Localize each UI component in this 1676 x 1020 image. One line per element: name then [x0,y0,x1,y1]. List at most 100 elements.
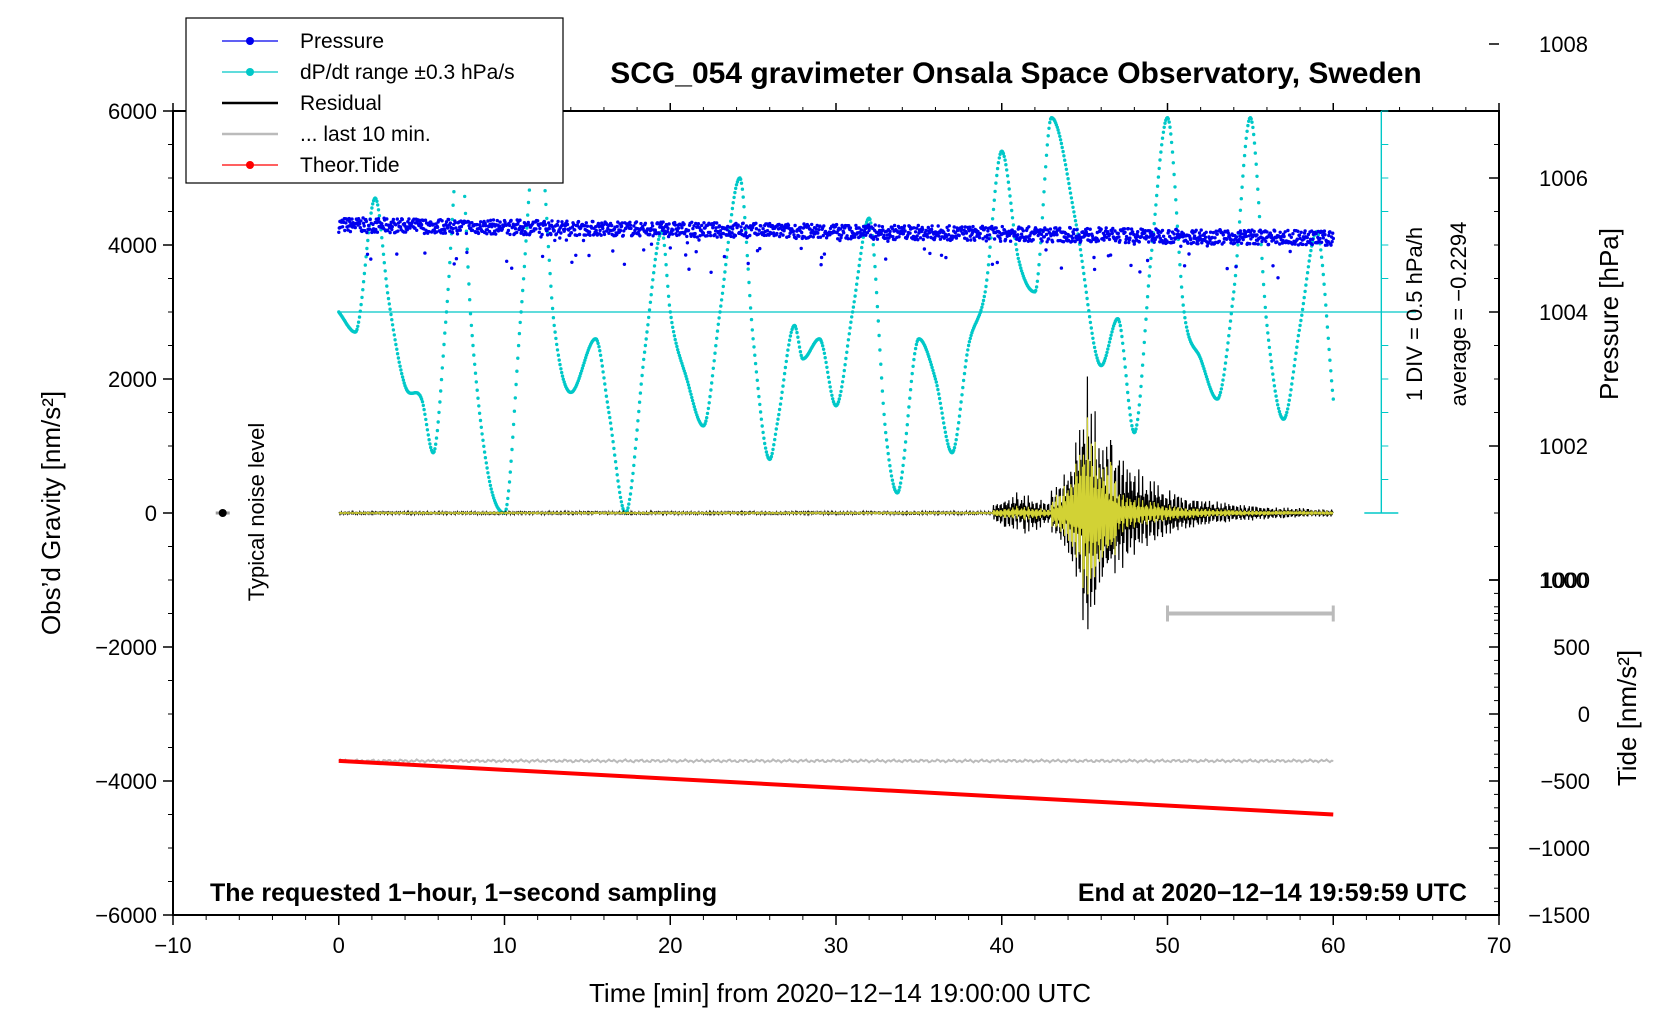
pressure-point [585,224,590,228]
dpdt-point [961,385,965,390]
dpdt-point [1185,329,1190,333]
dpdt-point [1178,263,1182,267]
pressure-point [348,229,353,234]
pressure-point [587,253,591,258]
dpdt-point [426,433,430,437]
pressure-point [875,237,880,241]
dpdt-point [668,310,672,314]
pressure-point [986,229,990,233]
pressure-point [863,230,867,234]
dpdt-point [1140,374,1144,378]
dpdt-point [1082,278,1087,282]
pressure-point [605,229,609,233]
dpdt-point [995,166,1000,171]
pressure-point [1092,267,1097,272]
dpdt-point [1225,348,1229,352]
pressure-tick-label: 1008 [1539,32,1588,57]
dpdt-point [451,203,455,207]
dpdt-point [1094,353,1098,357]
pressure-point [800,230,804,235]
pressure-point [877,224,881,228]
dpdt-point [1220,383,1224,387]
dpdt-point [486,471,490,475]
dpdt-point [452,190,456,194]
dpdt-point [743,215,747,220]
dpdt-point [903,440,908,444]
dpdt-point [997,156,1001,160]
dpdt-point [1048,120,1052,125]
dpdt-point [1127,406,1132,410]
pressure-point [1232,241,1237,245]
dpdt-point [781,384,785,388]
pressure-point [362,224,366,228]
dpdt-point [749,317,754,322]
dpdt-point [1067,181,1071,186]
dpdt-point [355,327,359,332]
dpdt-point [1246,123,1250,128]
dpdt-point [1016,256,1020,261]
pressure-point [691,226,695,231]
dpdt-point [397,360,401,364]
pressure-point [491,232,495,236]
dpdt-point [1126,390,1130,395]
pressure-tick-label: 1000 [1539,568,1588,593]
y-tick-label: −2000 [95,635,157,660]
dpdt-point [647,315,651,320]
dpdt-point [471,343,475,348]
pressure-point [936,224,940,228]
pressure-point [926,235,930,239]
dpdt-point [434,442,438,446]
dpdt-point [1272,384,1277,388]
dpdt-point [1323,292,1327,297]
pressure-point [900,228,904,233]
dpdt-point [1299,318,1303,323]
pressure-point [939,253,944,257]
pressure-point [1325,243,1329,247]
dpdt-point [463,211,468,216]
pressure-point [364,219,369,224]
pressure-point [998,236,1002,241]
dpdt-point [1289,388,1293,392]
pressure-point [921,227,925,232]
pressure-point [510,266,514,270]
pressure-point [380,222,384,226]
dpdt-point [770,451,774,456]
dpdt-point [1269,359,1273,363]
dpdt-point [1092,341,1096,345]
pressure-point [927,231,932,235]
dpdt-point [1171,161,1176,165]
pressure-point [1153,237,1158,242]
pressure-point [495,218,499,223]
pressure-point [924,228,928,233]
dpdt-point [629,486,633,490]
dpdt-point [1080,259,1084,263]
legend-marker [246,161,254,169]
pressure-point [863,227,867,231]
pressure-point [363,228,367,233]
series-pressure [337,216,1336,280]
dpdt-point [779,396,783,400]
dpdt-point [514,382,518,387]
pressure-point [365,230,369,235]
dpdt-point [837,397,841,401]
dpdt-point [399,368,403,372]
pressure-point [811,229,815,233]
pressure-point [423,218,428,222]
pressure-point [759,224,763,228]
dpdt-point [377,214,382,218]
pressure-point [918,236,923,240]
dpdt-point [645,330,649,334]
dpdt-point [691,402,696,406]
dpdt-point [441,354,445,358]
pressure-point [484,224,488,228]
pressure-point [1187,252,1191,256]
pressure-point [1145,258,1150,263]
pressure-point [1194,236,1198,241]
dpdt-point [1286,403,1291,407]
dpdt-point [555,342,559,347]
dpdt-point [690,395,694,400]
dpdt-point [1062,154,1066,158]
dpdt-point [678,356,682,360]
dpdt-point [741,195,745,199]
pressure-point [508,232,512,237]
